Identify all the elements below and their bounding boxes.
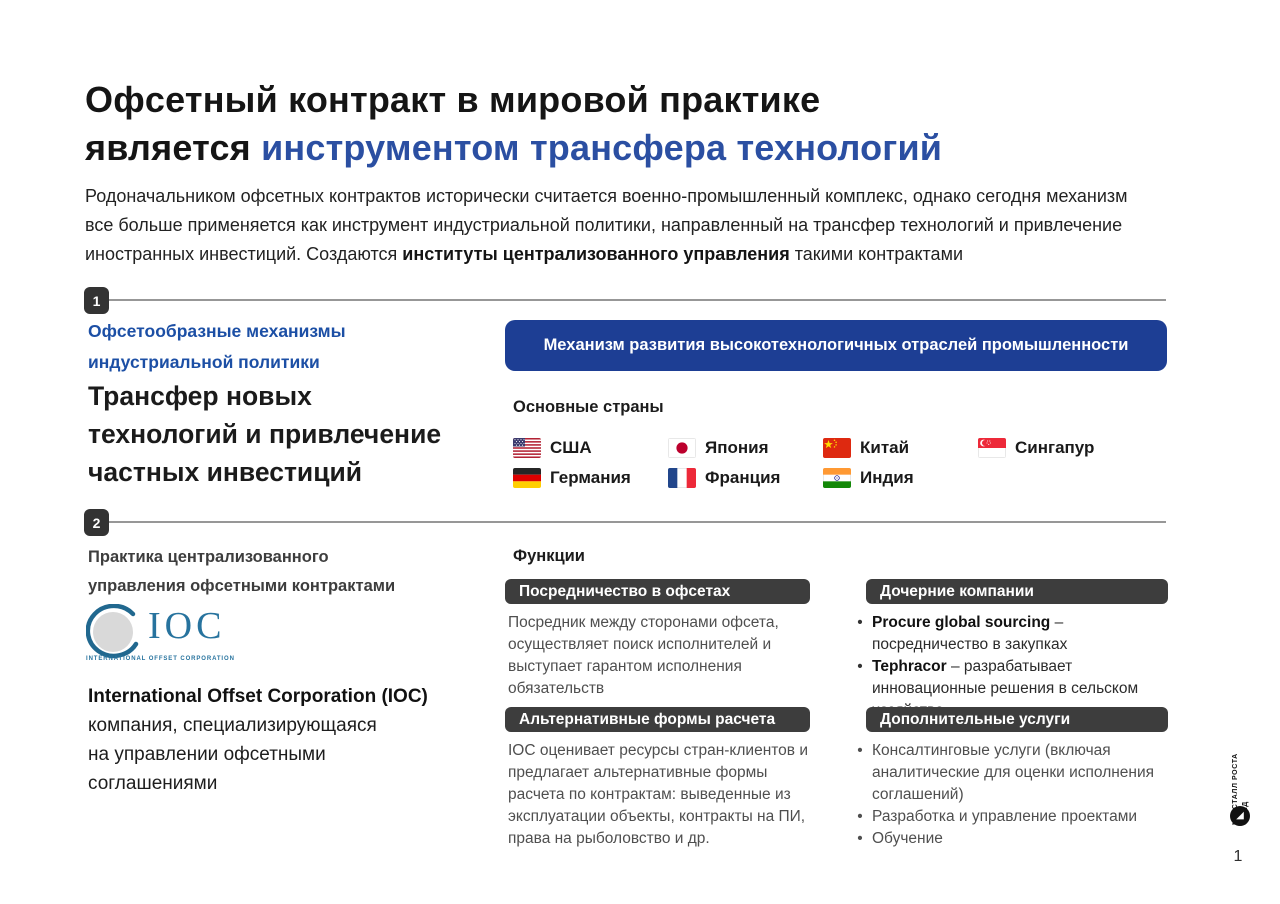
- section-1-heading-line2: индустриальной политики: [88, 352, 320, 372]
- ioc-description-line1: компания, специализирующаяся: [88, 715, 377, 736]
- intro-text-1: Родоначальником офсетных контрактов исто…: [85, 186, 1128, 264]
- ioc-globe-icon: [85, 603, 139, 659]
- statement-line3: частных инвестиций: [88, 457, 363, 487]
- section-2-heading: Практика централизованного управления оф…: [88, 543, 395, 601]
- section-2-heading-line2: управления офсетными контрактами: [88, 577, 396, 595]
- subsidiary-2-name: Tephracor: [872, 658, 947, 675]
- country-france: Франция: [668, 466, 823, 490]
- country-singapore: Сингапур: [978, 436, 1148, 460]
- ioc-logo: IOC INTERNATIONAL OFFSET CORPORATION: [85, 603, 246, 670]
- mechanism-banner: Механизм развития высокотехнологичных от…: [505, 320, 1167, 371]
- subsidiary-1-desc: – посредничество в закупках: [872, 614, 1068, 653]
- subsidiary-1: Procure global sourcing – посредничество…: [872, 612, 1170, 656]
- country-china: Китай: [823, 436, 978, 460]
- statement-line1: Трансфер новых: [88, 381, 312, 411]
- country-india: Индия: [823, 466, 978, 490]
- list-item: • Консалтинговые услуги (включая аналити…: [848, 740, 1170, 806]
- flag-france-icon: [668, 468, 696, 488]
- bullet-dot: •: [857, 614, 863, 631]
- func-header-mediation: Посредничество в офсетах: [505, 579, 810, 604]
- countries-grid: США Япония Китай: [513, 436, 1148, 490]
- flag-india-icon: [823, 468, 851, 488]
- func-header-subsidiaries: Дочерние компании: [866, 579, 1168, 604]
- bullet-dot: •: [857, 808, 863, 825]
- subsidiaries-list: • Procure global sourcing – посредничест…: [848, 612, 1170, 722]
- mechanism-banner-label: Механизм развития высокотехнологичных от…: [543, 336, 1129, 354]
- crystal-growth-logo-icon: [1230, 806, 1250, 826]
- title-line2-blue: инструментом трансфера технологий: [261, 127, 943, 169]
- list-item: • Procure global sourcing – посредничест…: [848, 612, 1170, 656]
- section-2-heading-line1: Практика централизованного: [88, 548, 329, 566]
- country-name: Франция: [705, 468, 781, 487]
- bullet-dot: •: [857, 658, 863, 675]
- flag-germany-icon: [513, 468, 541, 488]
- func-header-extra-services-label: Дополнительные услуги: [880, 710, 1071, 728]
- bullet-dot: •: [857, 742, 863, 759]
- func-header-alt-payment-label: Альтернативные формы расчета: [519, 710, 776, 728]
- func-body-mediation: Посредник между сторонами офсета, осущес…: [508, 614, 779, 697]
- func-header-alt-payment: Альтернативные формы расчета: [505, 707, 810, 732]
- section-2-badge: 2: [84, 509, 109, 536]
- country-name: Индия: [860, 468, 914, 487]
- country-name: Китай: [860, 438, 910, 457]
- flag-singapore-icon: [978, 438, 1006, 458]
- intro-text-2: такими контрактами: [789, 244, 964, 264]
- extra-service-3: Обучение: [872, 830, 943, 847]
- func-header-extra-services: Дополнительные услуги: [866, 707, 1168, 732]
- flag-usa-icon: [513, 438, 541, 458]
- intro-bold: институты централизованного управления: [402, 244, 790, 264]
- page-number: 1: [1233, 848, 1243, 865]
- country-japan: Япония: [668, 436, 823, 460]
- statement-line2: технологий и привлечение: [88, 419, 442, 449]
- extra-service-2: Разработка и управление проектами: [872, 808, 1138, 825]
- country-name: Сингапур: [1015, 438, 1095, 457]
- bullet-dot: •: [857, 830, 863, 847]
- page-title: Офсетный контракт в мировой практике явл…: [85, 76, 1215, 172]
- flag-japan-icon: [668, 438, 696, 458]
- func-body-alt-payment: IOC оценивает ресурсы стран-клиентов и п…: [508, 742, 808, 847]
- ioc-description: International Offset Corporation (IOC) к…: [88, 682, 488, 798]
- subsidiary-2-desc: – разрабатывает инновационные решения в …: [872, 658, 1139, 719]
- country-name: США: [550, 438, 592, 457]
- list-item: • Обучение: [848, 828, 1170, 850]
- ioc-description-bold: International Offset Corporation (IOC): [88, 686, 428, 707]
- extra-service-1: Консалтинговые услуги (включая аналитиче…: [872, 742, 1155, 803]
- ioc-description-line3: соглашениями: [88, 773, 218, 794]
- list-item: • Разработка и управление проектами: [848, 806, 1170, 828]
- ioc-caption: INTERNATIONAL OFFSET CORPORATION: [86, 656, 235, 662]
- country-name: Германия: [550, 468, 631, 487]
- flag-china-icon: [823, 438, 851, 458]
- section-1-badge: 1: [84, 287, 109, 314]
- country-name: Япония: [705, 438, 769, 457]
- section-2-rule: [106, 521, 1166, 523]
- title-line2-black: является: [85, 127, 262, 169]
- section-1-statement: Трансфер новых технологий и привлечение …: [88, 377, 441, 491]
- list-item: • Tephracor – разрабатывает инновационны…: [848, 656, 1170, 722]
- intro-paragraph: Родоначальником офсетных контрактов исто…: [85, 182, 1135, 269]
- section-1-heading-line1: Офсетообразные механизмы: [88, 321, 346, 341]
- country-usa: США: [513, 436, 668, 460]
- countries-title: Основные страны: [513, 398, 664, 416]
- ioc-acronym: IOC: [148, 605, 226, 647]
- func-header-subsidiaries-label: Дочерние компании: [880, 582, 1034, 600]
- functions-title: Функции: [513, 547, 585, 565]
- ioc-description-line2: на управлении офсетными: [88, 744, 326, 765]
- title-line1: Офсетный контракт в мировой практике: [85, 79, 821, 121]
- extra-services-list: • Консалтинговые услуги (включая аналити…: [848, 740, 1170, 850]
- subsidiary-1-name: Procure global sourcing: [872, 614, 1051, 631]
- section-1-rule: [106, 299, 1166, 301]
- section-1-heading: Офсетообразные механизмы индустриальной …: [88, 316, 346, 378]
- country-germany: Германия: [513, 466, 668, 490]
- subsidiary-2: Tephracor – разрабатывает инновационные …: [872, 656, 1170, 722]
- func-header-mediation-label: Посредничество в офсетах: [519, 582, 731, 600]
